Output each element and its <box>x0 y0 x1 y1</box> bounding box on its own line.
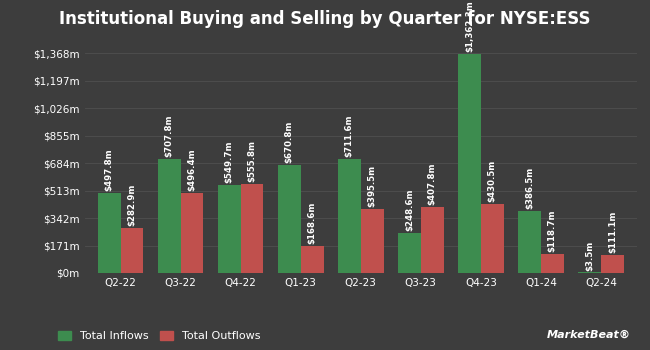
Text: $711.6m: $711.6m <box>345 114 354 157</box>
Bar <box>578 272 601 273</box>
Bar <box>120 228 144 273</box>
Bar <box>601 255 624 273</box>
Text: $496.4m: $496.4m <box>187 149 196 191</box>
Bar <box>541 254 564 273</box>
Bar <box>398 233 421 273</box>
Bar <box>218 184 240 273</box>
Text: $168.6m: $168.6m <box>307 202 317 244</box>
Bar <box>301 246 324 273</box>
Text: MarketBeat®: MarketBeat® <box>547 329 630 340</box>
Text: $282.9m: $282.9m <box>127 183 136 226</box>
Text: $707.8m: $707.8m <box>164 115 174 157</box>
Bar <box>278 165 301 273</box>
Text: Institutional Buying and Selling by Quarter for NYSE:ESS: Institutional Buying and Selling by Quar… <box>59 10 591 28</box>
Bar <box>181 193 203 273</box>
Text: $3.5m: $3.5m <box>585 240 594 271</box>
Legend: Total Inflows, Total Outflows: Total Inflows, Total Outflows <box>58 330 260 341</box>
Text: $555.8m: $555.8m <box>248 140 257 182</box>
Bar <box>518 211 541 273</box>
Bar <box>158 159 181 273</box>
Bar <box>458 54 481 273</box>
Bar <box>481 204 504 273</box>
Text: $1,362.3m: $1,362.3m <box>465 0 474 52</box>
Text: $118.7m: $118.7m <box>548 210 557 252</box>
Text: $549.7m: $549.7m <box>225 140 234 183</box>
Text: $497.8m: $497.8m <box>105 148 114 191</box>
Text: $248.6m: $248.6m <box>405 189 414 231</box>
Text: $111.1m: $111.1m <box>608 211 617 253</box>
Bar <box>338 159 361 273</box>
Bar <box>361 209 384 273</box>
Text: $670.8m: $670.8m <box>285 121 294 163</box>
Bar <box>421 208 444 273</box>
Text: $430.5m: $430.5m <box>488 160 497 202</box>
Text: $395.5m: $395.5m <box>368 165 376 208</box>
Text: $407.8m: $407.8m <box>428 163 437 205</box>
Text: $386.5m: $386.5m <box>525 167 534 209</box>
Bar <box>98 193 120 273</box>
Bar <box>240 184 263 273</box>
